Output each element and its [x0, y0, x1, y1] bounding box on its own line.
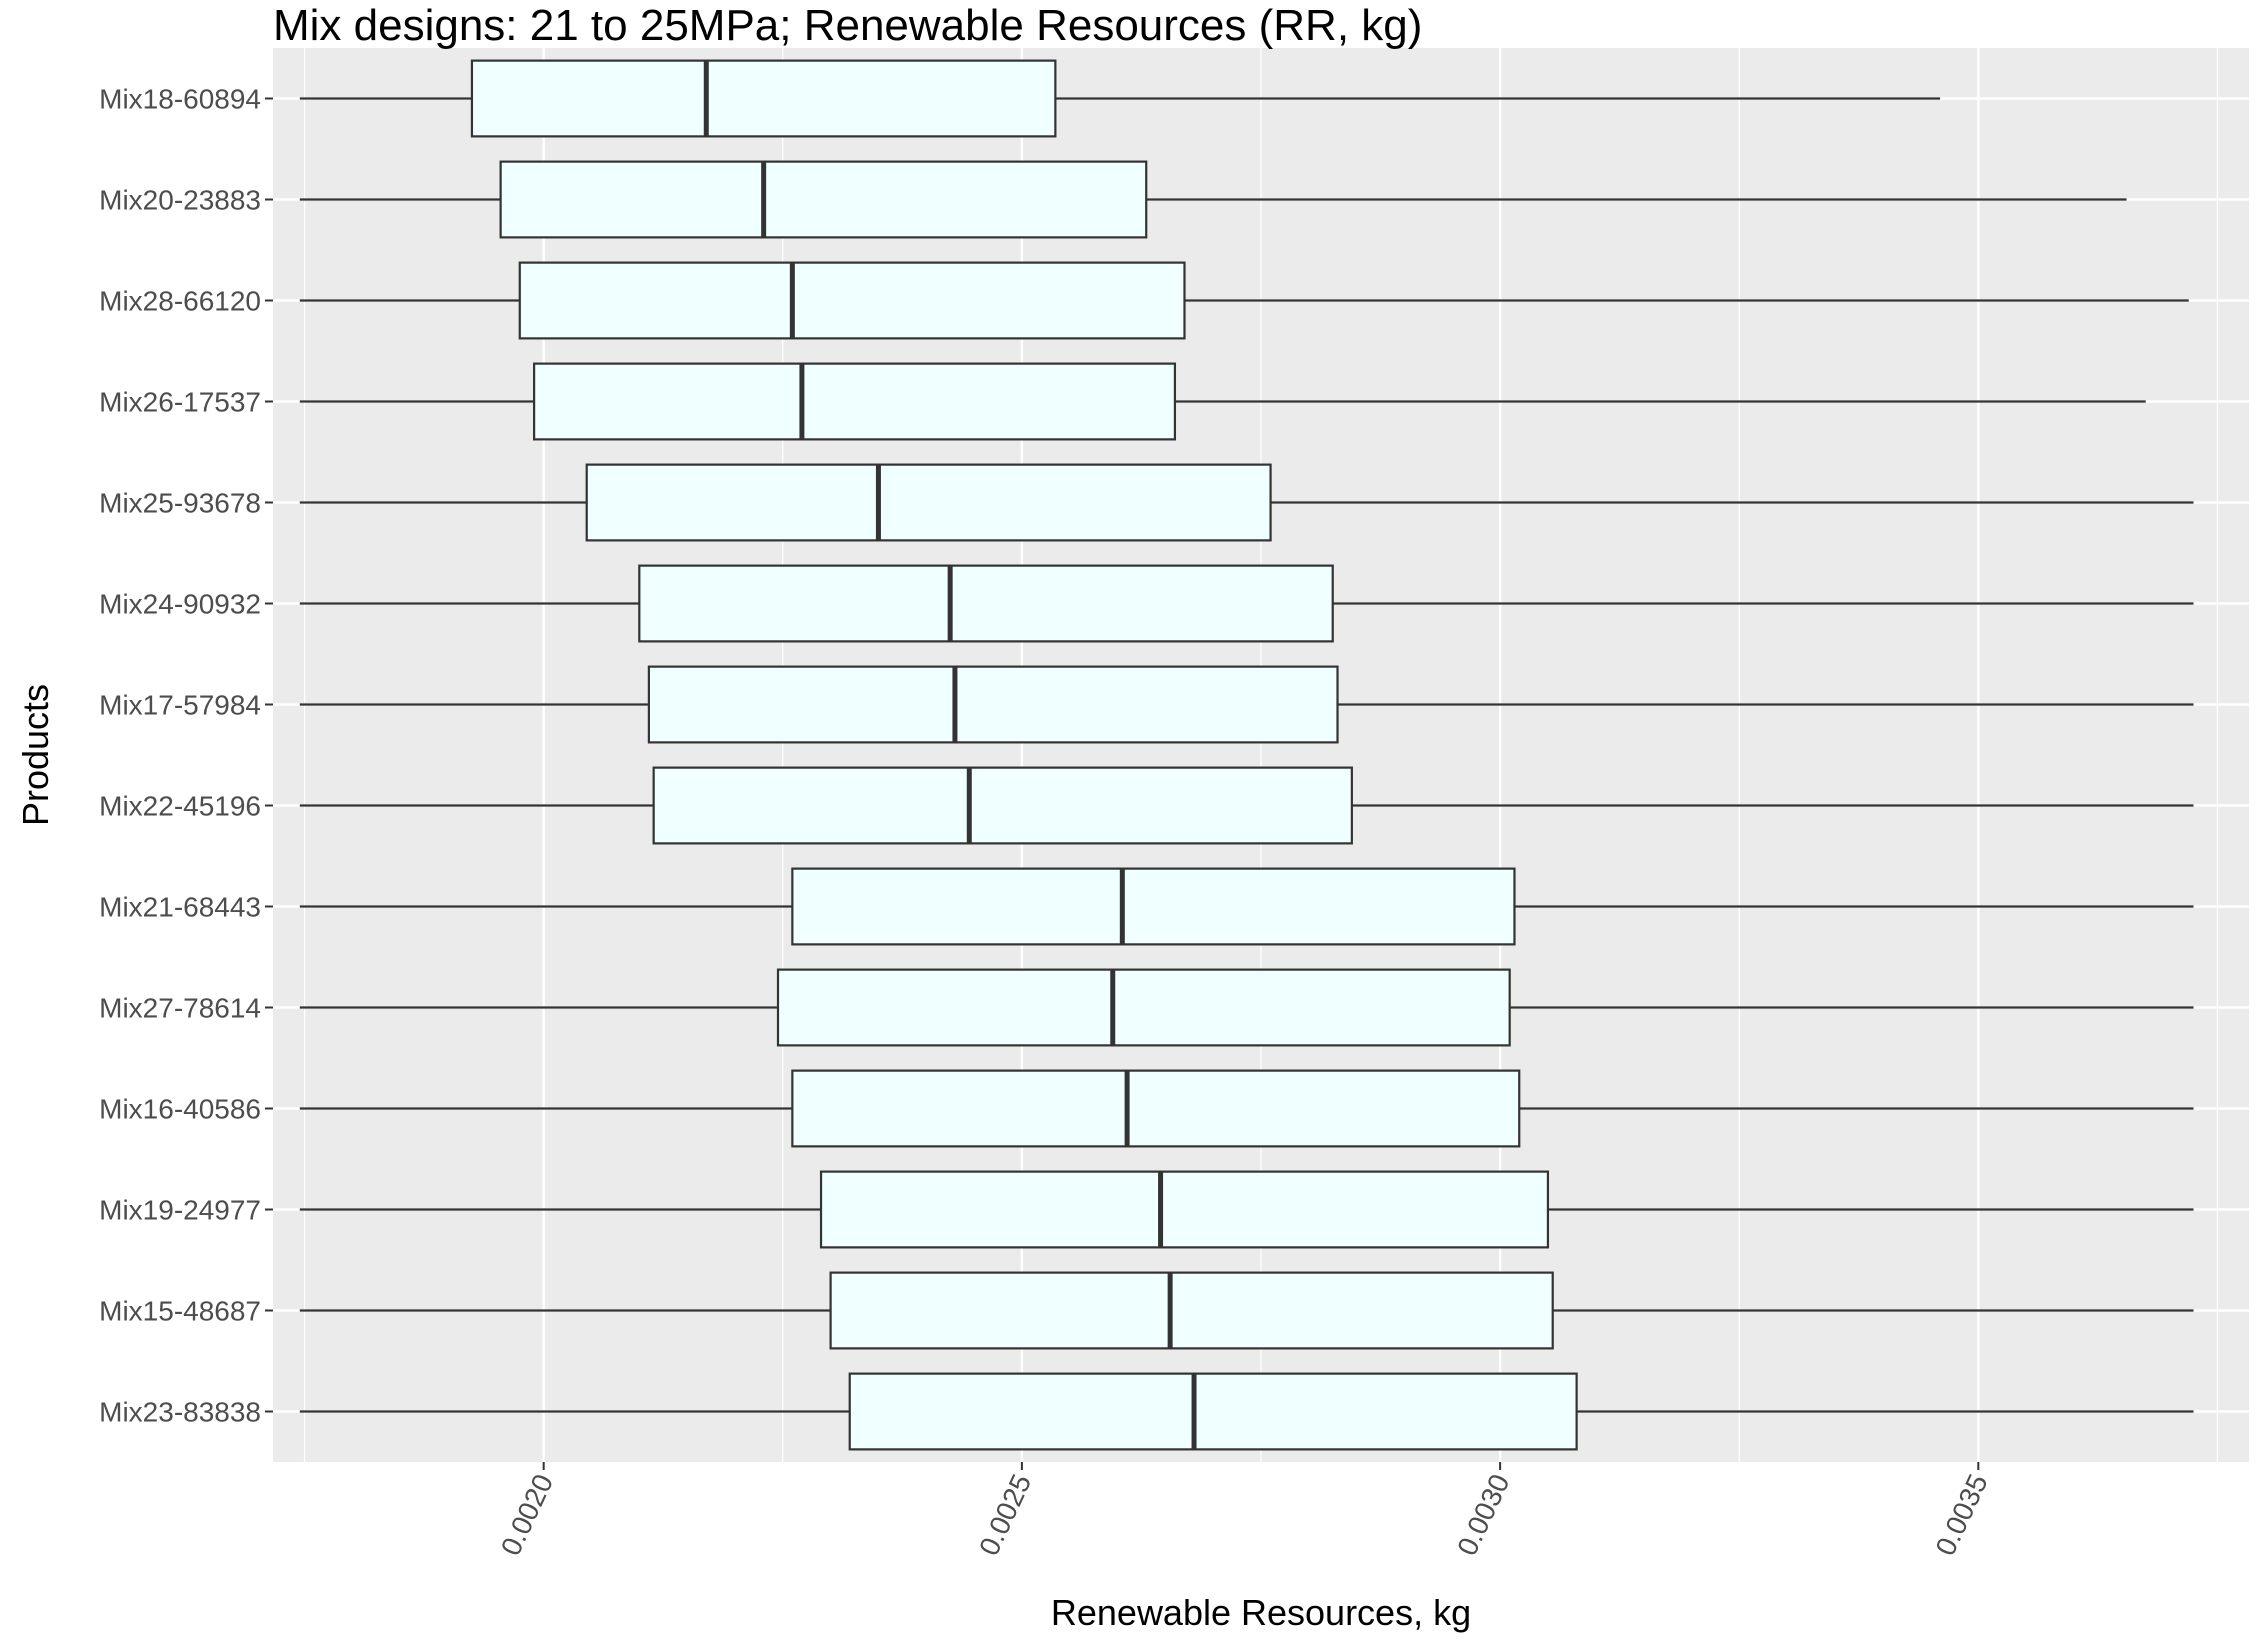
box-Mix25-93678	[299, 463, 2194, 542]
y-tick-label: Mix18-60894	[99, 84, 261, 115]
box-Mix17-57984	[299, 665, 2194, 744]
iqr-box	[638, 564, 1334, 643]
iqr-box	[652, 766, 1353, 845]
x-tick-label: 0.0025	[973, 1469, 1037, 1560]
box-Mix18-60894	[299, 59, 1941, 138]
x-axis-title: Renewable Resources, kg	[1051, 1592, 1471, 1633]
box-Mix19-24977	[299, 1170, 2194, 1249]
box-Mix16-40586	[299, 1069, 2194, 1148]
box-Mix28-66120	[299, 261, 2189, 340]
box-Mix24-90932	[299, 564, 2194, 643]
box-Mix15-48687	[299, 1271, 2194, 1350]
x-tick-label: 0.0020	[495, 1469, 559, 1560]
iqr-box	[848, 1372, 1578, 1451]
iqr-box	[533, 362, 1177, 441]
y-tick-label: Mix28-66120	[99, 286, 261, 317]
iqr-box	[470, 59, 1057, 138]
y-tick-label: Mix20-23883	[99, 185, 261, 216]
box-Mix20-23883	[299, 160, 2127, 239]
iqr-box	[499, 160, 1148, 239]
box-Mix23-83838	[299, 1372, 2194, 1451]
y-axis-ticks: Mix18-60894 Mix20-23883 Mix28-66120 Mix26-1…	[99, 84, 273, 1428]
box-series	[299, 59, 2194, 1451]
iqr-box	[518, 261, 1186, 340]
iqr-box	[791, 867, 1516, 946]
x-axis-ticks: 0.0020 0.0025 0.0030 0.0035	[495, 1462, 1994, 1560]
y-tick-label: Mix16-40586	[99, 1094, 261, 1125]
y-tick-label: Mix27-78614	[99, 993, 261, 1024]
y-tick-label: Mix26-17537	[99, 387, 261, 418]
box-Mix26-17537	[299, 362, 2146, 441]
y-tick-label: Mix15-48687	[99, 1296, 261, 1327]
y-axis-title: Products	[15, 684, 56, 826]
y-tick-label: Mix24-90932	[99, 589, 261, 620]
chart-title: Mix designs: 21 to 25MPa; Renewable Reso…	[273, 1, 1422, 50]
x-tick-label: 0.0035	[1929, 1469, 1993, 1560]
y-tick-label: Mix17-57984	[99, 690, 261, 721]
iqr-box	[585, 463, 1272, 542]
iqr-box	[647, 665, 1339, 744]
iqr-box	[829, 1271, 1554, 1350]
y-tick-label: Mix22-45196	[99, 791, 261, 822]
y-tick-label: Mix25-93678	[99, 488, 261, 519]
box-Mix21-68443	[299, 867, 2194, 946]
iqr-box	[776, 968, 1511, 1047]
box-Mix27-78614	[299, 968, 2194, 1047]
iqr-box	[819, 1170, 1550, 1249]
iqr-box	[791, 1069, 1521, 1148]
y-tick-label: Mix19-24977	[99, 1195, 261, 1226]
y-tick-label: Mix23-83838	[99, 1397, 261, 1428]
y-tick-label: Mix21-68443	[99, 892, 261, 923]
x-tick-label: 0.0030	[1451, 1469, 1515, 1560]
box-Mix22-45196	[299, 766, 2194, 845]
